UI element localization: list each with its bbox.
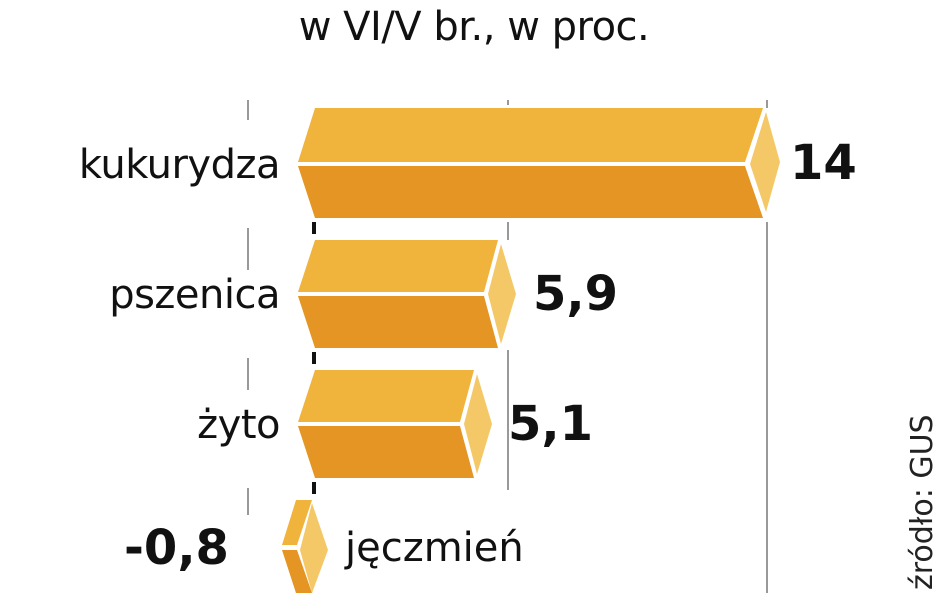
gridlines [247, 100, 768, 593]
value-label: -0,8 [124, 520, 229, 576]
value-label: 5,9 [533, 266, 619, 322]
value-label: 5,1 [508, 396, 594, 452]
value-label: 14 [790, 135, 857, 191]
bar-jeczmien [282, 500, 328, 593]
bar-pszenica [298, 240, 516, 348]
bar-zyto [298, 370, 492, 478]
chart-title: w VI/V br., w proc. [298, 4, 650, 50]
source-note: źródło: GUS [905, 414, 940, 590]
category-label: kukurydza [78, 142, 281, 188]
category-label: pszenica [109, 272, 280, 318]
category-label: żyto [197, 402, 280, 448]
zero-axis-ticks [312, 222, 316, 494]
bar-kukurydza [298, 108, 780, 218]
category-label: jęczmień [345, 525, 524, 571]
